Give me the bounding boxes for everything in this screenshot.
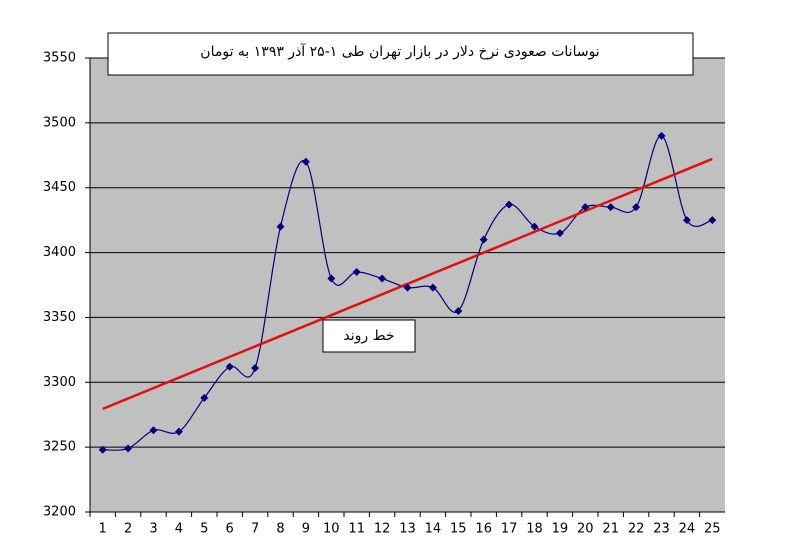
y-tick-label: 3500 [43, 115, 76, 130]
y-tick-label: 3550 [43, 51, 76, 66]
data-point [200, 393, 209, 402]
title-box [107, 32, 694, 76]
y-tick-label: 3450 [43, 180, 76, 195]
x-tick-label: 7 [251, 522, 259, 537]
data-point [98, 445, 107, 454]
data-point [225, 362, 234, 371]
y-tick-label: 3250 [43, 440, 76, 455]
data-point [174, 427, 183, 436]
data-point [682, 216, 691, 225]
x-tick-label: 17 [501, 522, 518, 537]
data-point [327, 274, 336, 283]
data-point [555, 229, 564, 238]
x-tick-label: 6 [226, 522, 234, 537]
x-tick-label: 24 [679, 522, 696, 537]
y-tick-label: 3200 [43, 505, 76, 520]
x-tick-label: 1 [99, 522, 107, 537]
y-tick-label: 3350 [43, 310, 76, 325]
x-tick-label: 15 [450, 522, 467, 537]
chart-title: نوسانات صعودی نرخ دلار در بازار تهران طی… [200, 43, 599, 60]
data-point [378, 274, 387, 283]
x-tick-label: 12 [374, 522, 391, 537]
x-tick-label: 22 [628, 522, 645, 537]
data-point [581, 203, 590, 212]
data-point [454, 306, 463, 315]
x-tick-label: 19 [552, 522, 569, 537]
annotation-box [322, 319, 416, 353]
data-point [301, 157, 310, 166]
data-point [124, 444, 133, 453]
x-tick-label: 18 [526, 522, 543, 537]
x-tick-label: 16 [475, 522, 492, 537]
data-point [530, 222, 539, 231]
data-point [505, 200, 514, 209]
data-point [251, 364, 260, 373]
y-tick-label: 3300 [43, 375, 76, 390]
data-point [606, 203, 615, 212]
data-point [276, 222, 285, 231]
x-tick-label: 25 [704, 522, 721, 537]
x-tick-label: 11 [348, 522, 365, 537]
x-tick-label: 21 [602, 522, 619, 537]
x-tick-label: 2 [124, 522, 132, 537]
x-tick-label: 9 [302, 522, 310, 537]
data-point [657, 131, 666, 140]
data-point [403, 283, 412, 292]
x-tick-label: 4 [175, 522, 183, 537]
x-tick-label: 10 [323, 522, 340, 537]
data-point [479, 235, 488, 244]
annotation: خط روند [343, 328, 394, 344]
x-tick-label: 13 [399, 522, 416, 537]
x-tick-label: 3 [149, 522, 157, 537]
data-point [632, 203, 641, 212]
data-point [352, 268, 361, 277]
x-tick-label: 20 [577, 522, 594, 537]
data-point [708, 216, 717, 225]
data-point [149, 426, 158, 435]
x-tick-label: 5 [200, 522, 208, 537]
data-point [428, 283, 437, 292]
x-tick-label: 8 [276, 522, 284, 537]
x-tick-label: 23 [653, 522, 670, 537]
x-tick-label: 14 [425, 522, 442, 537]
y-tick-label: 3400 [43, 245, 76, 260]
